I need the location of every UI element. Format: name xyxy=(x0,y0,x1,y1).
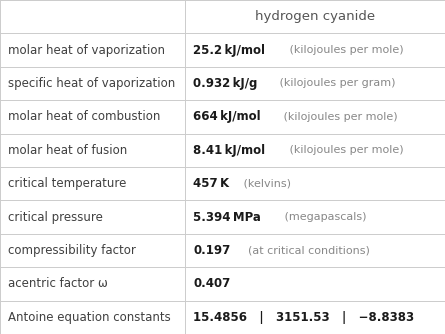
Text: molar heat of combustion: molar heat of combustion xyxy=(8,111,160,123)
Text: (kilojoules per mole): (kilojoules per mole) xyxy=(286,45,404,55)
Text: hydrogen cyanide: hydrogen cyanide xyxy=(255,10,375,23)
Text: critical temperature: critical temperature xyxy=(8,177,126,190)
Text: 664 kJ/mol: 664 kJ/mol xyxy=(193,111,261,123)
Text: Antoine equation constants: Antoine equation constants xyxy=(8,311,171,324)
Text: 15.4856   |   3151.53   |   −8.8383: 15.4856 | 3151.53 | −8.8383 xyxy=(193,311,414,324)
Text: specific heat of vaporization: specific heat of vaporization xyxy=(8,77,175,90)
Text: (at critical conditions): (at critical conditions) xyxy=(241,245,370,256)
Text: critical pressure: critical pressure xyxy=(8,211,103,223)
Text: (megapascals): (megapascals) xyxy=(281,212,366,222)
Text: acentric factor ω: acentric factor ω xyxy=(8,278,108,290)
Text: (kilojoules per mole): (kilojoules per mole) xyxy=(280,112,398,122)
Text: molar heat of vaporization: molar heat of vaporization xyxy=(8,44,165,56)
Text: (kilojoules per gram): (kilojoules per gram) xyxy=(276,78,396,89)
Text: molar heat of fusion: molar heat of fusion xyxy=(8,144,127,157)
Text: compressibility factor: compressibility factor xyxy=(8,244,136,257)
Text: 0.932 kJ/g: 0.932 kJ/g xyxy=(193,77,257,90)
Text: 5.394 MPa: 5.394 MPa xyxy=(193,211,261,223)
Text: (kilojoules per mole): (kilojoules per mole) xyxy=(286,145,404,155)
Text: 0.197: 0.197 xyxy=(193,244,230,257)
Text: 457 K: 457 K xyxy=(193,177,229,190)
Text: 0.407: 0.407 xyxy=(193,278,230,290)
Text: 8.41 kJ/mol: 8.41 kJ/mol xyxy=(193,144,265,157)
Text: 25.2 kJ/mol: 25.2 kJ/mol xyxy=(193,44,265,56)
Text: (kelvins): (kelvins) xyxy=(239,179,291,189)
